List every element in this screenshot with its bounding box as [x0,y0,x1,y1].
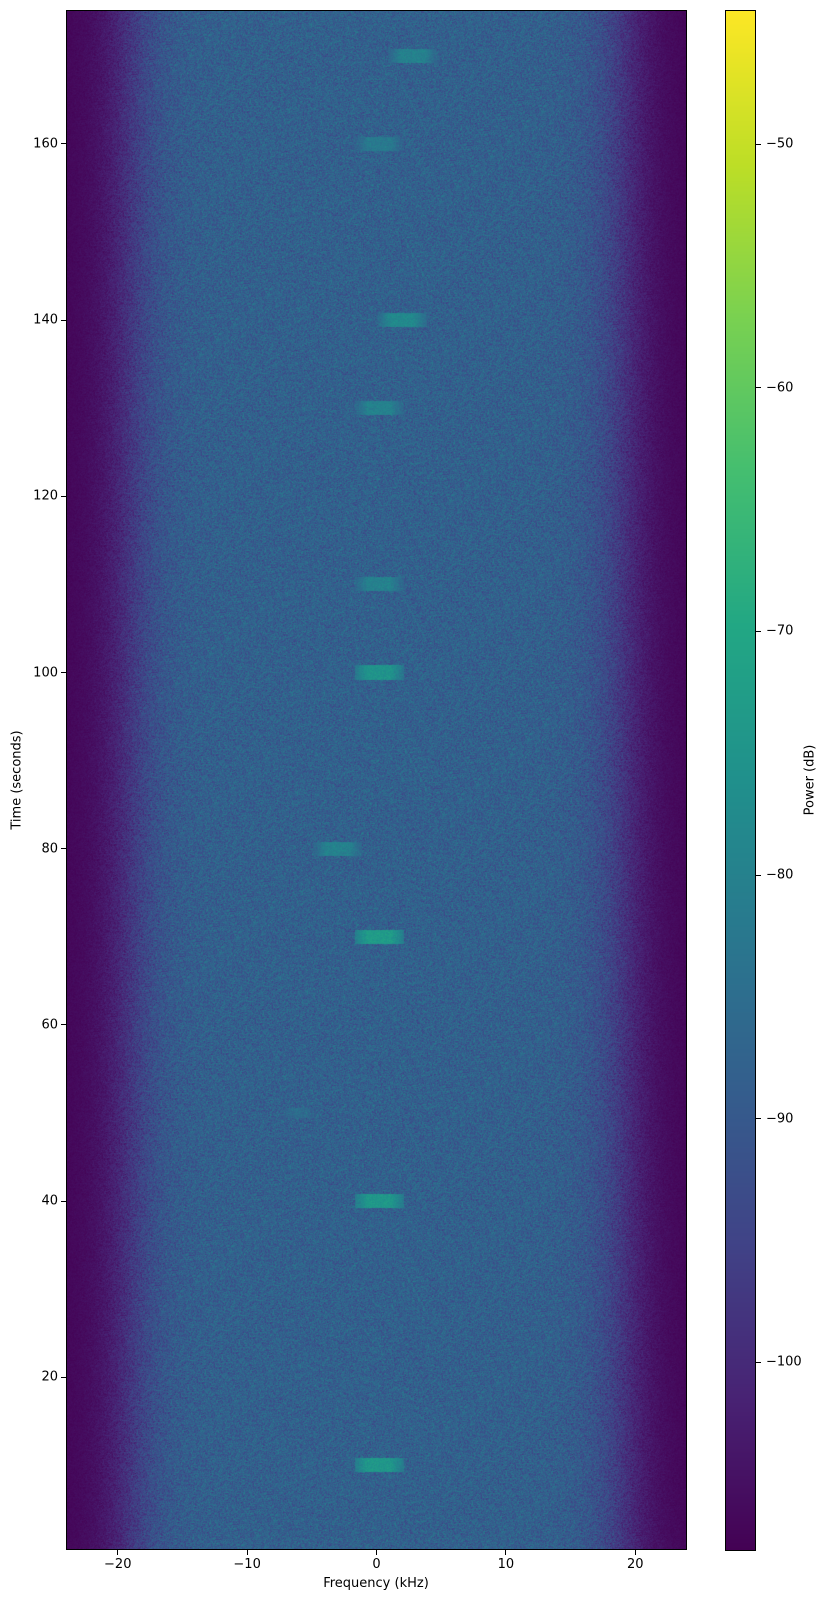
burst-mark-2 [386,313,420,327]
burst-mark-6 [321,842,355,856]
y-tick-label: 60 [41,1017,58,1033]
colorbar-tick [756,387,761,389]
y-tick-label: 80 [41,841,58,857]
burst-mark-7 [362,930,396,944]
x-tick-label: 10 [497,1557,515,1572]
x-tick [117,1550,119,1555]
colorbar-tick [756,874,761,876]
y-tick [61,672,66,674]
colorbar-tick-label: −80 [766,867,794,883]
spectrogram-plot-area [66,10,687,1550]
y-tick-label: 160 [33,136,58,152]
colorbar-tick-label: −60 [766,380,794,396]
burst-overlay [66,10,687,1550]
colorbar-tick-label: −70 [766,623,794,639]
x-tick [505,1550,507,1555]
burst-mark-10 [362,1458,396,1472]
burst-mark-0 [396,49,430,63]
y-tick [61,1200,66,1202]
x-tick-label: 20 [626,1557,644,1572]
colorbar-label: Power (dB) [802,744,818,816]
y-tick [61,1024,66,1026]
x-tick-label: −20 [104,1557,132,1572]
x-axis-label: Frequency (kHz) [323,1576,429,1591]
x-tick [376,1550,377,1555]
colorbar [725,10,755,1550]
x-tick [634,1550,636,1555]
x-tick [246,1550,248,1555]
y-tick [61,848,66,850]
spectrogram-image [66,10,687,1550]
y-tick-label: 120 [33,488,58,504]
y-tick [61,319,66,321]
y-tick [61,1376,66,1378]
burst-mark-9 [362,1194,396,1208]
burst-mark-3 [362,401,396,415]
burst-mark-5 [362,665,396,679]
colorbar-tick-label: −90 [766,1111,794,1127]
x-tick-label: −10 [233,1557,261,1572]
y-tick-label: 100 [33,665,58,681]
burst-mark-4 [362,577,396,591]
burst-mark-8 [286,1108,312,1119]
colorbar-tick [756,1361,761,1363]
y-axis-label: Time (seconds) [9,730,25,830]
y-tick-label: 40 [41,1193,58,1209]
y-tick-label: 140 [33,312,58,328]
y-tick [61,143,66,145]
burst-mark-1 [362,137,396,151]
colorbar-tick [756,143,761,145]
colorbar-tick-label: −50 [766,136,794,152]
y-tick [61,495,66,497]
y-tick-label: 20 [41,1369,58,1385]
colorbar-tick-label: −100 [766,1354,802,1370]
x-tick-label: 0 [372,1557,381,1572]
colorbar-tick [756,630,761,632]
colorbar-tick [756,1118,761,1120]
